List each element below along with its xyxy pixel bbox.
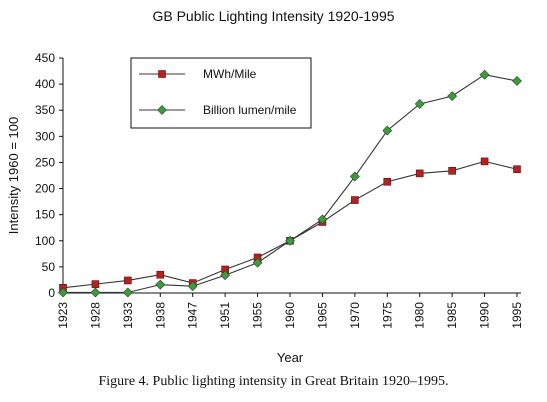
figure-caption: Figure 4. Public lighting intensity in G… xyxy=(98,374,449,389)
x-tick-label: 1923 xyxy=(56,302,70,329)
y-tick-label: 200 xyxy=(35,182,55,196)
x-tick-label: 1928 xyxy=(88,302,102,329)
legend-label: MWh/Mile xyxy=(203,67,257,81)
chart-title: GB Public Lighting Intensity 1920-1995 xyxy=(152,8,395,24)
series-1 xyxy=(59,157,521,292)
x-tick-label: 1970 xyxy=(348,302,362,329)
y-tick-label: 350 xyxy=(35,103,55,117)
y-tick-label: 250 xyxy=(35,155,55,169)
y-tick-label: 100 xyxy=(35,234,55,248)
data-point-square xyxy=(124,276,132,285)
x-tick-label: 1990 xyxy=(478,302,492,329)
data-point-square xyxy=(480,157,489,166)
y-tick-label: 400 xyxy=(35,77,55,91)
x-tick-label: 1960 xyxy=(283,302,297,329)
x-tick-label: 1975 xyxy=(380,302,394,329)
x-tick-label: 1951 xyxy=(218,302,232,329)
x-tick-label: 1965 xyxy=(315,302,329,329)
y-axis-label: Intensity 1960 = 100 xyxy=(6,117,21,234)
data-point-square xyxy=(448,167,456,175)
x-tick-label: 1938 xyxy=(153,302,167,329)
y-tick-label: 450 xyxy=(35,51,55,65)
x-tick-label: 1933 xyxy=(121,302,135,329)
data-point-diamond xyxy=(414,99,425,109)
x-tick-label: 1955 xyxy=(251,302,265,329)
legend-box xyxy=(130,57,312,129)
data-point-diamond xyxy=(58,287,68,298)
x-tick-label: 1995 xyxy=(510,302,524,329)
data-point-diamond xyxy=(220,270,231,281)
data-point-diamond xyxy=(317,214,328,225)
x-tick-label: 1980 xyxy=(413,302,427,329)
y-tick-label: 0 xyxy=(48,286,55,300)
y-tick-label: 300 xyxy=(35,129,55,143)
data-point-diamond xyxy=(285,235,295,246)
x-tick-label: 1985 xyxy=(445,302,459,329)
data-point-square xyxy=(383,177,392,186)
x-tick-label: 1947 xyxy=(186,302,200,329)
data-point-diamond xyxy=(187,281,198,292)
data-point-square xyxy=(156,270,165,279)
data-point-diamond xyxy=(122,287,133,298)
axes: 0 50 100 150 200 250 300 350 400 450 1923 1928 1933 1… xyxy=(6,51,524,365)
series-line xyxy=(62,160,518,289)
data-point-diamond xyxy=(90,287,101,298)
y-tick-label: 150 xyxy=(35,208,55,222)
legend-marker xyxy=(158,70,166,78)
data-point-diamond xyxy=(512,76,522,86)
data-point-diamond xyxy=(252,257,263,268)
data-point-diamond xyxy=(479,69,490,80)
data-point-diamond xyxy=(382,125,393,136)
y-tick-label: 50 xyxy=(42,260,56,274)
legend: MWh/Mile Billion lumen/mile xyxy=(130,57,312,129)
x-axis-label: Year xyxy=(277,350,304,365)
series-layer xyxy=(58,69,522,298)
data-point-diamond xyxy=(447,91,458,102)
data-point-square xyxy=(91,280,100,288)
data-point-square xyxy=(513,165,521,174)
data-point-diamond xyxy=(155,279,166,290)
legend-label: Billion lumen/mile xyxy=(203,103,297,117)
legend-marker xyxy=(157,105,167,115)
data-point-square xyxy=(351,196,359,204)
data-point-square xyxy=(415,169,424,178)
series-2 xyxy=(58,69,522,298)
data-point-diamond xyxy=(349,171,360,182)
